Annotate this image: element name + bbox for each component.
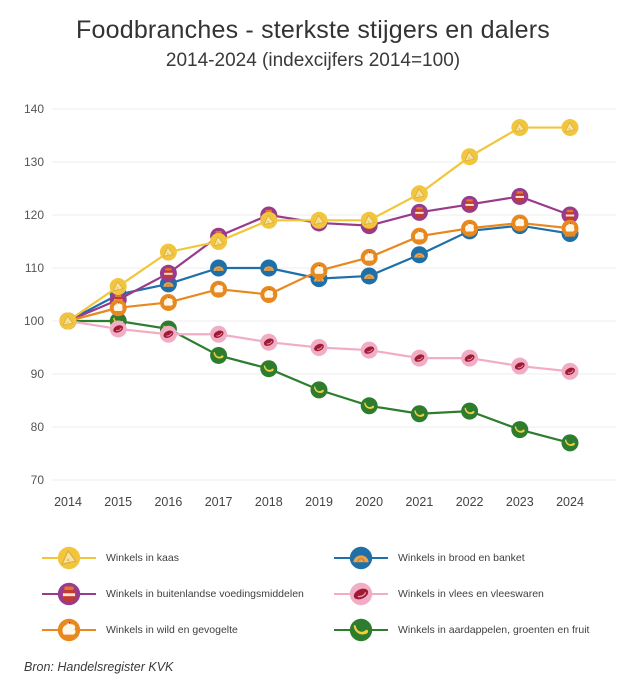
source-note: Bron: Handelsregister KVK: [24, 660, 174, 674]
data-point: [461, 219, 479, 237]
data-point: [210, 233, 228, 250]
meat-icon: [334, 582, 388, 606]
data-point: [561, 362, 579, 380]
x-tick-label: 2019: [305, 495, 333, 509]
data-point: [260, 360, 278, 378]
legend-item-buitenlandse-voedingsmiddelen: Winkels in buitenlandse voedingsmiddelen: [40, 578, 332, 610]
data-point: [210, 346, 228, 364]
legend-label: Winkels in aardappelen, groenten en frui…: [398, 624, 590, 636]
y-tick-label: 110: [25, 261, 44, 275]
data-point: [511, 119, 529, 137]
line-chart: 70 80 90 100 110 120 130 140 2014 2015 2016 2017 201…: [24, 102, 616, 509]
data-point: [511, 187, 529, 205]
data-point: [360, 211, 378, 229]
x-tick-label: 2021: [405, 495, 433, 509]
x-tick-label: 2015: [104, 495, 132, 509]
chart-legend: Winkels in kaas Winkels in buitenlandse …: [40, 540, 589, 648]
data-point: [260, 211, 278, 229]
x-tick-label: 2014: [54, 495, 82, 509]
data-point: [210, 259, 228, 277]
data-point: [159, 243, 177, 261]
data-point: [159, 325, 177, 343]
data-point: [461, 349, 479, 367]
legend-label: Winkels in buitenlandse voedingsmiddelen: [106, 588, 304, 600]
data-point: [561, 434, 579, 452]
poultry-icon: [42, 618, 96, 642]
data-point: [461, 402, 479, 420]
data-point: [360, 397, 378, 415]
data-point: [310, 339, 328, 356]
data-point: [410, 185, 428, 203]
y-tick-label: 120: [24, 208, 44, 222]
bread-icon: [334, 546, 388, 570]
legend-label: Winkels in wild en gevogelte: [106, 624, 238, 636]
data-point: [410, 227, 428, 245]
data-point: [410, 349, 428, 367]
data-point: [360, 248, 378, 266]
data-point: [410, 246, 428, 264]
x-tick-label: 2023: [506, 495, 534, 509]
y-tick-label: 80: [31, 420, 45, 434]
data-point: [260, 259, 278, 277]
data-point: [561, 219, 579, 237]
legend-item-kaas: Winkels in kaas: [40, 542, 332, 574]
data-point: [410, 203, 428, 221]
data-point: [360, 341, 378, 359]
legend-label: Winkels in brood en banket: [398, 552, 525, 564]
data-point: [561, 206, 579, 224]
data-point: [260, 333, 278, 351]
x-tick-label: 2016: [154, 495, 182, 509]
data-point: [310, 381, 328, 399]
data-point: [461, 148, 479, 166]
legend-label: Winkels in kaas: [106, 552, 179, 564]
data-point: [159, 264, 177, 282]
data-point: [511, 421, 529, 439]
data-point: [109, 278, 127, 296]
y-tick-label: 130: [24, 155, 44, 169]
data-point: [210, 325, 228, 343]
data-point: [260, 286, 278, 303]
data-point: [310, 211, 328, 229]
chart-title: Foodbranches - sterkste stijgers en dale…: [76, 16, 550, 44]
x-tick-label: 2024: [556, 495, 584, 509]
legend-item-vlees-en-vleeswaren: Winkels in vlees en vleeswaren: [332, 578, 589, 610]
data-point: [310, 262, 328, 280]
legend-item-brood-en-banket: Winkels in brood en banket: [332, 542, 589, 574]
y-tick-label: 70: [31, 473, 45, 487]
y-tick-label: 100: [24, 314, 44, 328]
data-point: [109, 320, 127, 338]
banana-icon: [334, 618, 388, 642]
x-tick-label: 2017: [205, 495, 233, 509]
x-tick-label: 2020: [355, 495, 383, 509]
cheese-icon: [42, 546, 96, 570]
data-point: [360, 267, 378, 285]
x-tick-label: 2018: [255, 495, 283, 509]
jar-icon: [42, 582, 96, 606]
data-point: [561, 119, 579, 137]
x-tick-label: 2022: [456, 495, 484, 509]
y-tick-label: 140: [24, 102, 44, 116]
data-point: [159, 293, 177, 311]
data-point: [410, 405, 428, 423]
data-point: [210, 280, 228, 298]
y-tick-label: 90: [31, 367, 45, 381]
data-point: [461, 195, 479, 213]
data-point: [511, 357, 529, 375]
chart-subtitle: 2014-2024 (indexcijfers 2014=100): [165, 50, 461, 71]
legend-item-wild-en-gevogelte: Winkels in wild en gevogelte: [40, 614, 332, 646]
legend-label: Winkels in vlees en vleeswaren: [398, 588, 544, 600]
data-point: [511, 214, 529, 232]
data-point: [109, 299, 127, 317]
legend-item-aardappelen-groenten-en-fruit: Winkels in aardappelen, groenten en frui…: [332, 614, 589, 646]
data-point: [59, 312, 77, 330]
